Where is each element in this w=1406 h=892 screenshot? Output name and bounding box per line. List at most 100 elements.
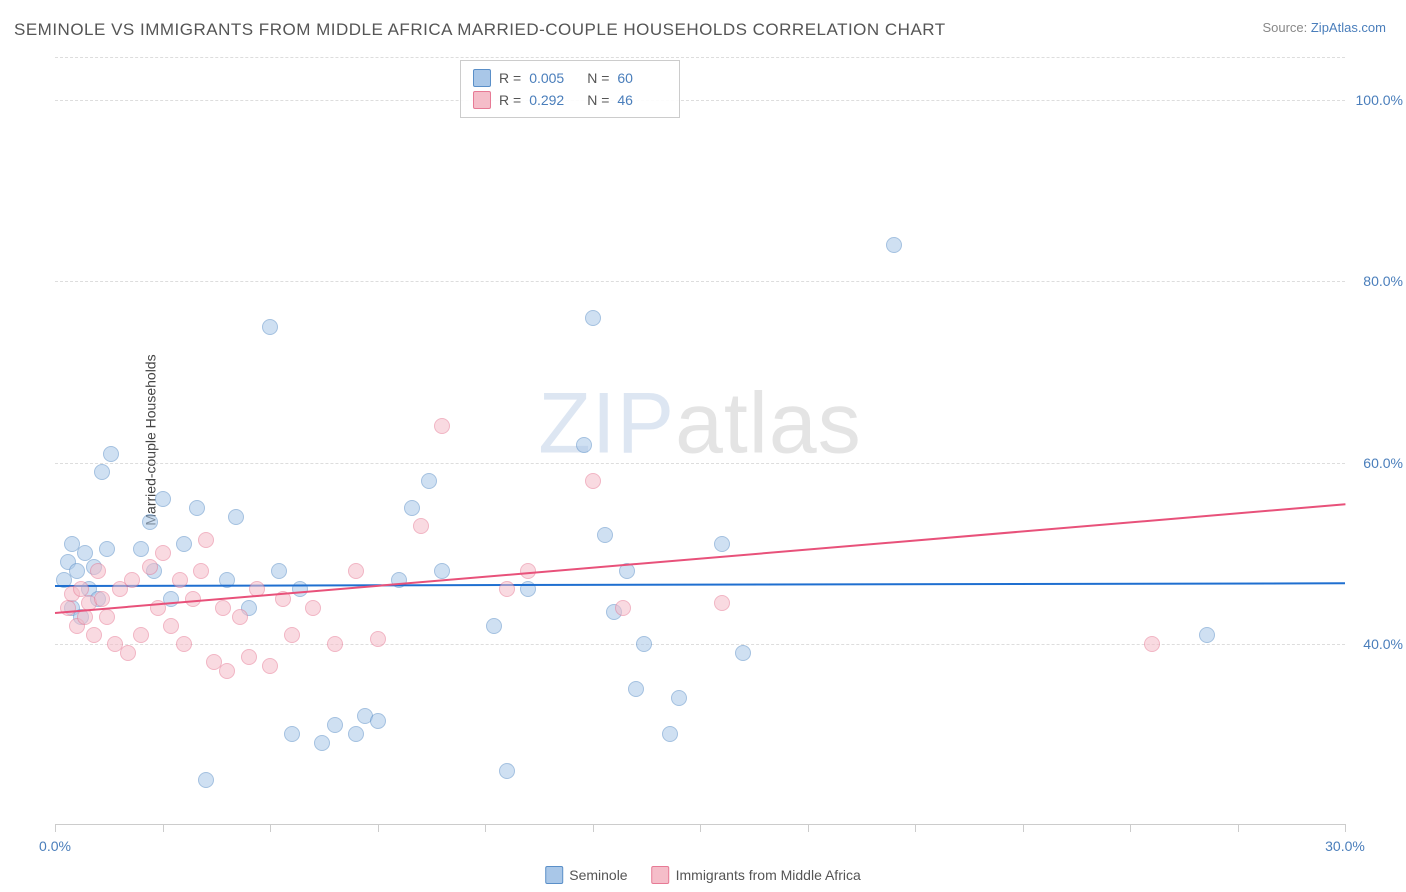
data-point [421, 473, 437, 489]
data-point [636, 636, 652, 652]
x-tick [915, 824, 916, 832]
data-point [120, 645, 136, 661]
data-point [1144, 636, 1160, 652]
gridline [55, 100, 1345, 101]
x-tick [808, 824, 809, 832]
data-point [284, 627, 300, 643]
legend-bottom: Seminole Immigrants from Middle Africa [545, 866, 861, 884]
data-point [86, 627, 102, 643]
data-point [176, 536, 192, 552]
data-point [671, 690, 687, 706]
watermark-zip: ZIP [538, 376, 675, 472]
data-point [133, 541, 149, 557]
legend-item-immigrants: Immigrants from Middle Africa [652, 866, 861, 884]
data-point [404, 500, 420, 516]
data-point [155, 491, 171, 507]
legend-item-seminole: Seminole [545, 866, 627, 884]
source-prefix: Source: [1262, 20, 1310, 35]
data-point [219, 663, 235, 679]
y-tick-label: 60.0% [1363, 455, 1403, 471]
r-value-seminole: 0.005 [529, 70, 579, 86]
data-point [434, 563, 450, 579]
data-point [94, 464, 110, 480]
data-point [241, 649, 257, 665]
data-point [370, 631, 386, 647]
data-point [348, 726, 364, 742]
x-tick-label: 30.0% [1325, 838, 1365, 854]
legend-swatch-seminole [473, 69, 491, 87]
data-point [413, 518, 429, 534]
x-tick [378, 824, 379, 832]
data-point [198, 532, 214, 548]
y-tick-label: 40.0% [1363, 636, 1403, 652]
data-point [585, 473, 601, 489]
legend-row-immigrants: R = 0.292 N = 46 [473, 89, 667, 111]
data-point [597, 527, 613, 543]
n-label: N = [587, 70, 609, 86]
data-point [499, 763, 515, 779]
data-point [262, 658, 278, 674]
data-point [628, 681, 644, 697]
data-point [499, 581, 515, 597]
data-point [176, 636, 192, 652]
plot-area: Married-couple Households ZIPatlas 40.0%… [55, 55, 1345, 825]
source-link[interactable]: ZipAtlas.com [1311, 20, 1386, 35]
legend-label-seminole: Seminole [569, 867, 627, 883]
data-point [370, 713, 386, 729]
data-point [99, 541, 115, 557]
gridline [55, 463, 1345, 464]
data-point [215, 600, 231, 616]
data-point [348, 563, 364, 579]
legend-stats: R = 0.005 N = 60 R = 0.292 N = 46 [460, 60, 680, 118]
data-point [1199, 627, 1215, 643]
x-tick-label: 0.0% [39, 838, 71, 854]
data-point [327, 636, 343, 652]
x-tick [1345, 824, 1346, 832]
x-tick [485, 824, 486, 832]
data-point [142, 514, 158, 530]
x-tick [270, 824, 271, 832]
y-tick-label: 100.0% [1356, 92, 1403, 108]
data-point [103, 446, 119, 462]
legend-swatch-immigrants [473, 91, 491, 109]
data-point [886, 237, 902, 253]
data-point [327, 717, 343, 733]
data-point [133, 627, 149, 643]
data-point [576, 437, 592, 453]
data-point [714, 536, 730, 552]
data-point [662, 726, 678, 742]
x-tick [593, 824, 594, 832]
data-point [185, 591, 201, 607]
data-point [189, 500, 205, 516]
data-point [228, 509, 244, 525]
legend-row-seminole: R = 0.005 N = 60 [473, 67, 667, 89]
data-point [232, 609, 248, 625]
data-point [271, 563, 287, 579]
data-point [163, 618, 179, 634]
trend-line [55, 503, 1345, 614]
x-tick [55, 824, 56, 832]
n-value-immigrants: 46 [617, 92, 667, 108]
watermark: ZIPatlas [538, 375, 861, 474]
source-attribution: Source: ZipAtlas.com [1262, 20, 1386, 35]
x-tick [1023, 824, 1024, 832]
n-label: N = [587, 92, 609, 108]
data-point [142, 559, 158, 575]
data-point [284, 726, 300, 742]
data-point [94, 591, 110, 607]
r-label: R = [499, 92, 521, 108]
data-point [198, 772, 214, 788]
legend-label-immigrants: Immigrants from Middle Africa [676, 867, 861, 883]
data-point [90, 563, 106, 579]
data-point [735, 645, 751, 661]
data-point [193, 563, 209, 579]
gridline [55, 57, 1345, 58]
data-point [172, 572, 188, 588]
data-point [434, 418, 450, 434]
x-tick [1130, 824, 1131, 832]
data-point [714, 595, 730, 611]
correlation-chart: SEMINOLE VS IMMIGRANTS FROM MIDDLE AFRIC… [0, 0, 1406, 892]
chart-title: SEMINOLE VS IMMIGRANTS FROM MIDDLE AFRIC… [14, 20, 946, 40]
data-point [314, 735, 330, 751]
data-point [305, 600, 321, 616]
